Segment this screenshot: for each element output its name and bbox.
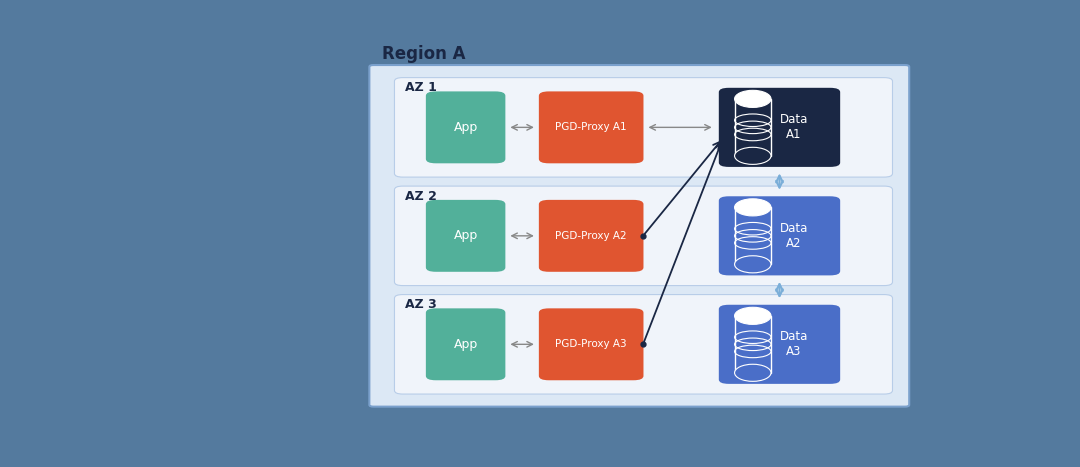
Bar	[734, 99, 771, 156]
Ellipse shape	[734, 307, 771, 325]
FancyBboxPatch shape	[394, 78, 892, 177]
Text: AZ 1: AZ 1	[405, 81, 436, 94]
FancyBboxPatch shape	[369, 65, 909, 407]
Text: Data
A2: Data A2	[780, 222, 808, 250]
Text: PGD-Proxy A3: PGD-Proxy A3	[555, 340, 627, 349]
Text: Data
A1: Data A1	[780, 113, 808, 142]
FancyBboxPatch shape	[539, 308, 644, 380]
Text: PGD-Proxy A1: PGD-Proxy A1	[555, 122, 627, 132]
Text: App: App	[454, 229, 477, 242]
FancyBboxPatch shape	[394, 186, 892, 286]
Text: AZ 2: AZ 2	[405, 190, 436, 203]
FancyBboxPatch shape	[426, 92, 505, 163]
FancyBboxPatch shape	[426, 200, 505, 272]
Text: AZ 3: AZ 3	[405, 298, 436, 311]
Text: App: App	[454, 121, 477, 134]
FancyBboxPatch shape	[719, 88, 840, 167]
Ellipse shape	[734, 256, 771, 273]
FancyBboxPatch shape	[539, 92, 644, 163]
FancyBboxPatch shape	[426, 308, 505, 380]
FancyBboxPatch shape	[539, 200, 644, 272]
Text: Data
A3: Data A3	[780, 330, 808, 358]
Ellipse shape	[734, 147, 771, 164]
Text: Region A: Region A	[382, 45, 465, 63]
FancyBboxPatch shape	[394, 295, 892, 394]
Ellipse shape	[734, 364, 771, 382]
Bar	[734, 207, 771, 264]
FancyBboxPatch shape	[719, 196, 840, 276]
Text: App: App	[454, 338, 477, 351]
Ellipse shape	[734, 90, 771, 107]
Text: PGD-Proxy A2: PGD-Proxy A2	[555, 231, 627, 241]
Ellipse shape	[734, 199, 771, 216]
FancyBboxPatch shape	[719, 305, 840, 384]
Bar	[734, 316, 771, 373]
